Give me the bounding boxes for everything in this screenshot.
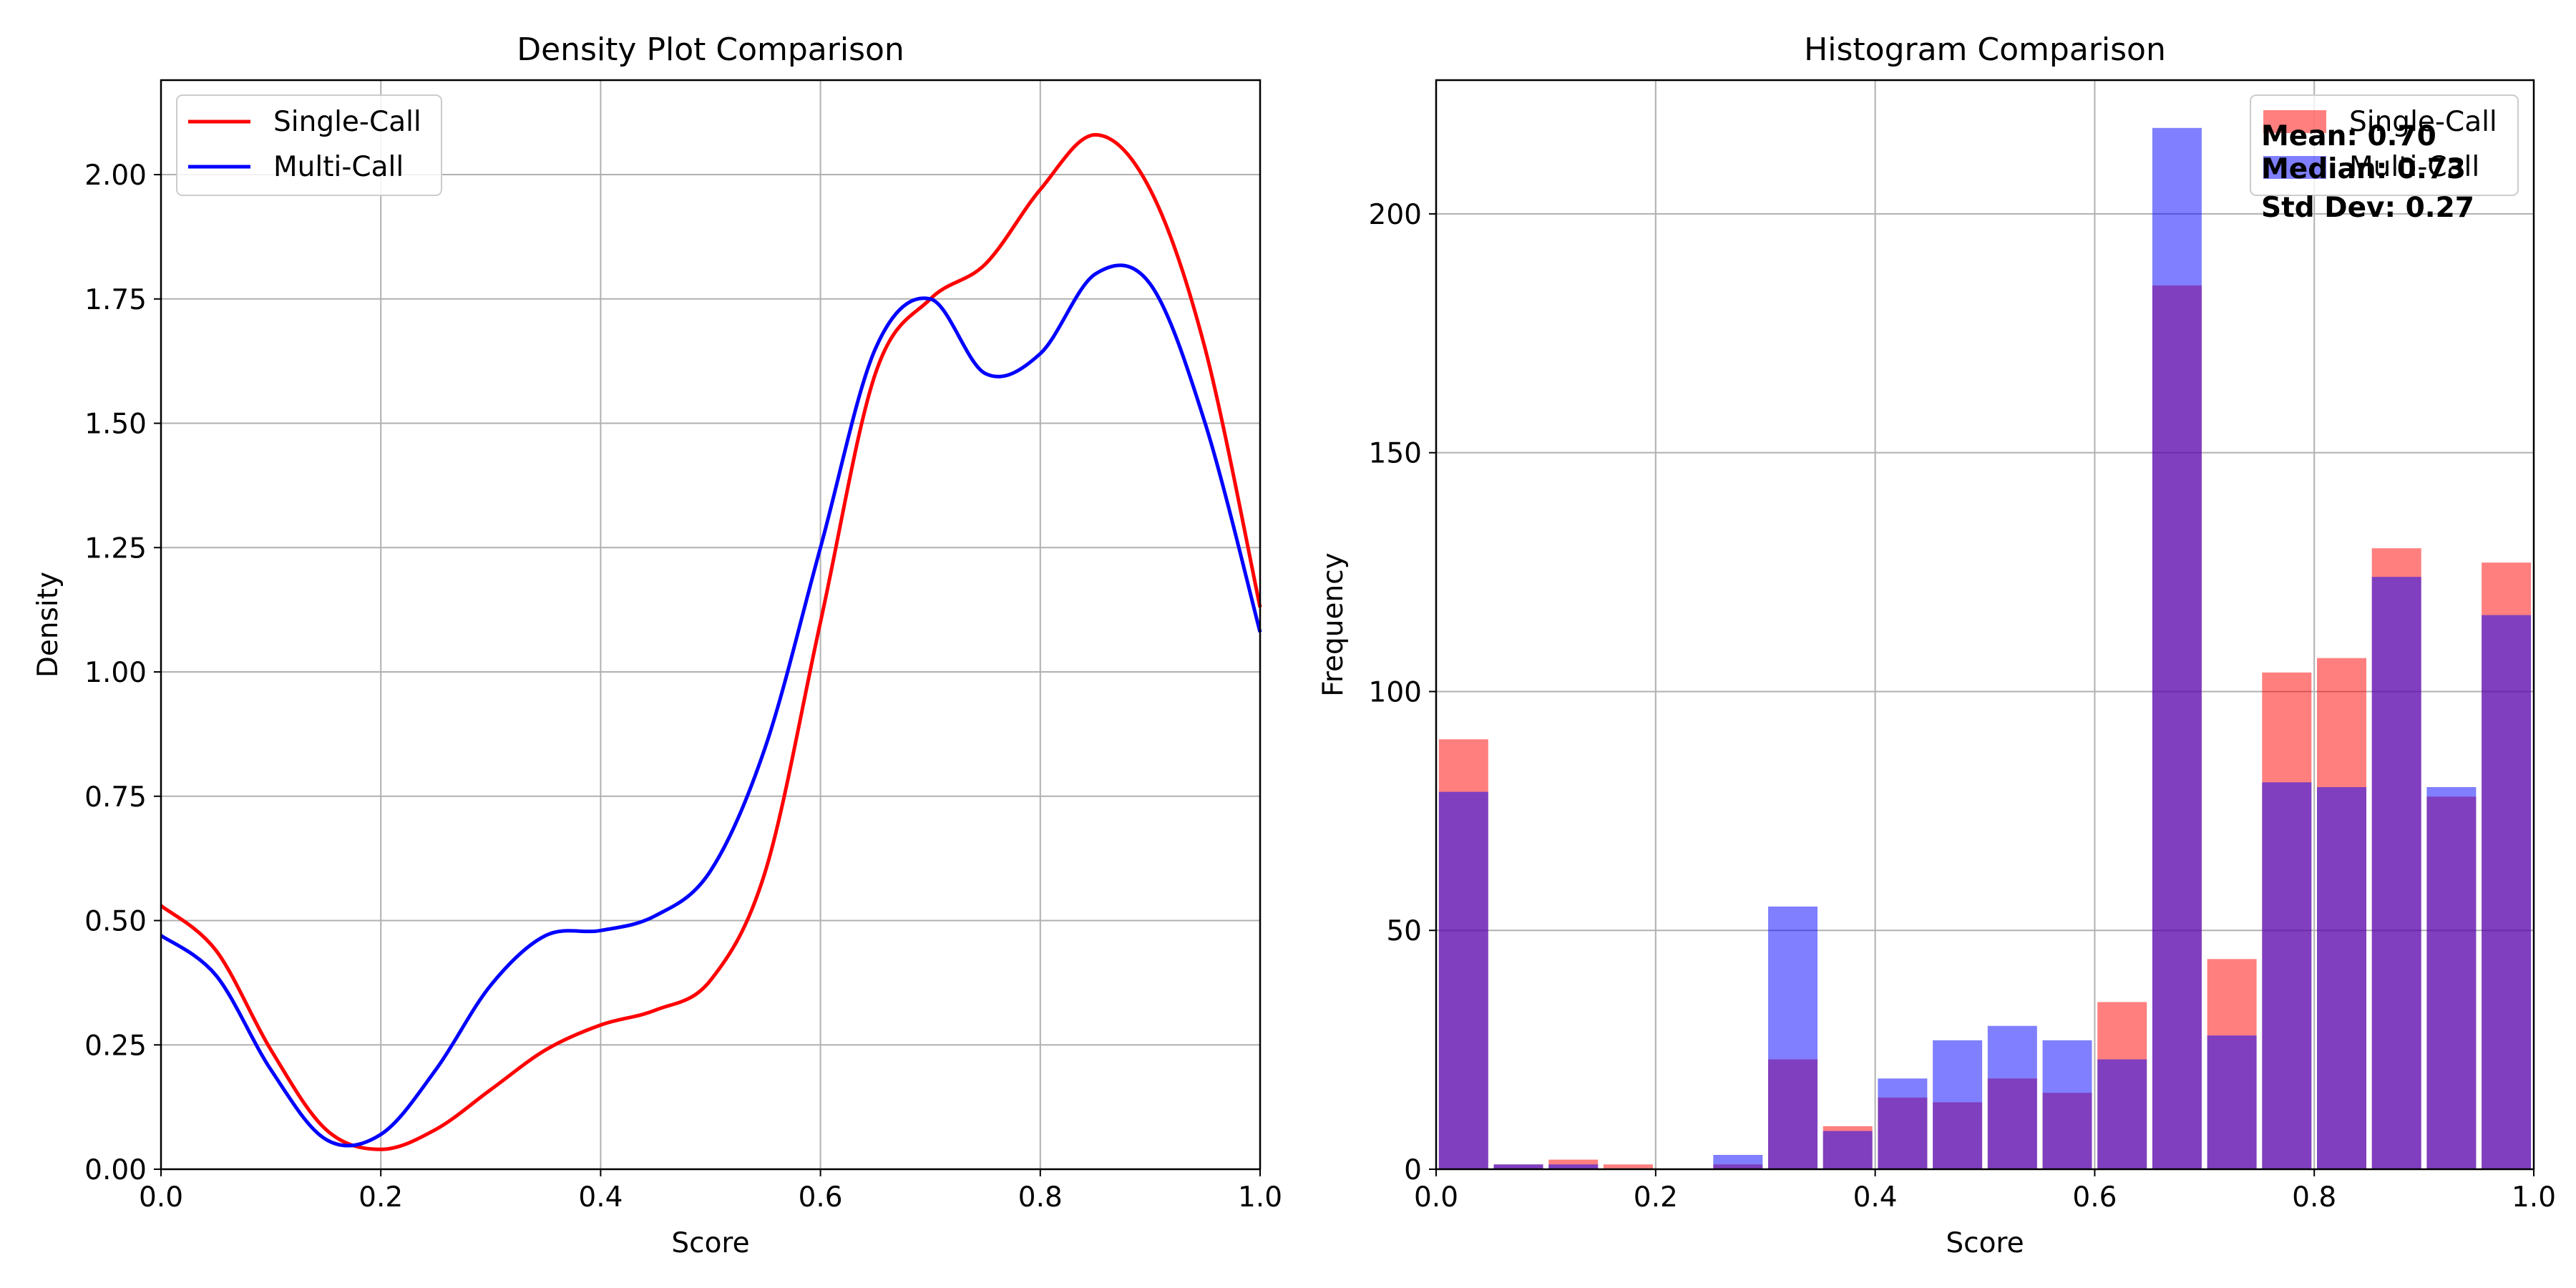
x-tick-label: 0.0 xyxy=(139,1181,183,1214)
density-plot-title: Density Plot Comparison xyxy=(517,31,904,68)
y-tick-label: 200 xyxy=(1369,199,1422,231)
y-tick-label: 2.00 xyxy=(84,160,147,192)
density-x-axis-label: Score xyxy=(671,1227,749,1259)
density-plot-panel: Density Plot Comparison 0.0 0.2 0.4 0.6 0.8 1… xyxy=(32,31,1282,1259)
legend-multi-call-label: Multi-Call xyxy=(273,151,404,183)
y-tick-label: 0.75 xyxy=(84,781,147,814)
hist-bar-multi-call xyxy=(1548,1164,1599,1169)
hist-bar-multi-call xyxy=(1438,791,1488,1169)
hist-bar-multi-call xyxy=(1493,1164,1543,1169)
density-lines xyxy=(160,132,1262,1151)
hist-bar-multi-call xyxy=(2207,1035,2257,1169)
hist-bar-multi-call xyxy=(2371,577,2421,1169)
hist-bar-multi-call xyxy=(1878,1078,1928,1169)
histogram-ticks: 0.0 0.2 0.4 0.6 0.8 1.0 0 50 100 150 200 xyxy=(1369,199,2556,1214)
legend-single-call-label: Single-Call xyxy=(2349,106,2497,138)
x-tick-label: 0.2 xyxy=(1634,1181,1678,1214)
density-ticks: 0.0 0.2 0.4 0.6 0.8 1.0 0.00 0.25 0.50 0.75 1.00 1.… xyxy=(84,160,1282,1214)
y-tick-label: 0.25 xyxy=(84,1030,147,1062)
y-tick-label: 1.00 xyxy=(84,657,147,689)
histogram-panel: Histogram Comparison 0.0 0.2 0.4 0.6 0.8 1.00… xyxy=(1317,31,2556,1259)
hist-bar-multi-call xyxy=(1823,1131,1873,1169)
y-tick-label: 0.00 xyxy=(84,1154,147,1186)
hist-bar-multi-call xyxy=(2042,1040,2092,1169)
y-tick-label: 50 xyxy=(1386,915,1422,947)
x-tick-label: 1.0 xyxy=(1238,1181,1282,1214)
histogram-axes-frame xyxy=(1435,79,2535,1171)
x-tick-label: 0.0 xyxy=(1414,1181,1458,1214)
density-legend: Single-Call Multi-Call xyxy=(176,94,442,196)
density-y-axis-label: Density xyxy=(32,572,64,678)
hist-bar-multi-call xyxy=(2262,782,2312,1169)
hist-bar-multi-call xyxy=(1933,1040,1983,1169)
x-tick-label: 0.8 xyxy=(2292,1181,2336,1214)
y-tick-label: 1.50 xyxy=(84,409,147,441)
median-annotation: Median: 0.73 xyxy=(2261,153,2466,185)
legend-multi-call-label: Multi-Call xyxy=(2349,151,2479,183)
y-tick-label: 100 xyxy=(1369,676,1422,708)
hist-bar-multi-call xyxy=(2482,615,2532,1169)
y-tick-label: 0.50 xyxy=(84,906,147,938)
x-tick-label: 0.4 xyxy=(1853,1181,1898,1214)
legend-single-call-swatch xyxy=(2263,110,2326,133)
legend-single-call-label: Single-Call xyxy=(273,106,421,138)
y-tick-label: 150 xyxy=(1369,438,1422,470)
y-tick-label: 0 xyxy=(1404,1154,1422,1186)
legend-multi-call-swatch xyxy=(2263,156,2326,179)
std-dev-annotation: Std Dev: 0.27 xyxy=(2261,192,2474,224)
histogram-x-axis-label: Score xyxy=(1946,1227,2024,1259)
hist-bar-multi-call xyxy=(2317,787,2366,1169)
hist-bar-single-call xyxy=(1603,1164,1653,1169)
x-tick-label: 0.4 xyxy=(578,1181,623,1214)
hist-bar-multi-call xyxy=(1768,906,1818,1169)
x-tick-label: 0.6 xyxy=(799,1181,843,1214)
histogram-legend: Single-Call Multi-Call xyxy=(2250,94,2519,196)
x-tick-label: 0.2 xyxy=(358,1181,403,1214)
y-tick-label: 1.75 xyxy=(84,284,147,316)
y-tick-label: 1.25 xyxy=(84,532,147,565)
histogram-bars xyxy=(1438,127,2532,1169)
hist-bar-multi-call xyxy=(1713,1155,1763,1169)
density-line-multi-call xyxy=(160,263,1262,1148)
histogram-title: Histogram Comparison xyxy=(1804,31,2166,68)
hist-bar-multi-call xyxy=(1987,1025,2037,1169)
hist-bar-multi-call xyxy=(2097,1059,2147,1169)
hist-bar-multi-call xyxy=(2152,127,2202,1169)
mean-annotation: Mean: 0.70 xyxy=(2261,120,2436,152)
density-axes-frame xyxy=(160,79,1262,1171)
x-tick-label: 0.8 xyxy=(1018,1181,1063,1214)
stats-annotations: Mean: 0.70 Median: 0.73 Std Dev: 0.27 xyxy=(2261,120,2474,224)
hist-bar-multi-call xyxy=(2426,787,2477,1169)
x-tick-label: 1.0 xyxy=(2512,1181,2556,1214)
x-tick-label: 0.6 xyxy=(2072,1181,2117,1214)
histogram-y-axis-label: Frequency xyxy=(1317,552,1350,696)
